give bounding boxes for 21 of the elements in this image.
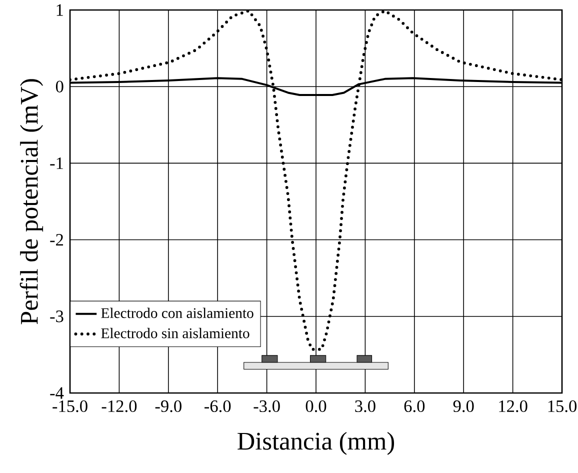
y-tick-label: 0 [56, 80, 64, 92]
y-tick-label: -3 [50, 310, 64, 322]
x-tick-label: 15.0 [548, 400, 577, 412]
y-axis-title: Perfil de potencial (mV) [20, 79, 44, 324]
y-tick-label: -4 [50, 387, 64, 399]
y-tick-label: -2 [50, 234, 64, 246]
x-tick-label: -9.0 [155, 400, 182, 412]
legend-label: Electrodo sin aislamiento [101, 328, 250, 338]
x-tick-label: 0.0 [306, 400, 326, 412]
x-tick-label: -12.0 [102, 400, 137, 412]
x-tick-label: 12.0 [499, 400, 528, 412]
y-tick-label: 1 [56, 4, 63, 16]
legend-label: Electrodo con aislamiento [101, 308, 254, 318]
x-tick-label: -3.0 [254, 400, 280, 412]
x-tick-label: 3.0 [355, 400, 376, 412]
y-tick-label: -1 [50, 157, 63, 169]
x-tick-label: 9.0 [453, 400, 474, 412]
x-tick-label: -6.0 [204, 400, 231, 412]
x-axis-title: Distancia (mm) [238, 432, 394, 455]
x-tick-label: -15.0 [52, 400, 88, 412]
x-tick-label: 6.0 [404, 400, 425, 412]
